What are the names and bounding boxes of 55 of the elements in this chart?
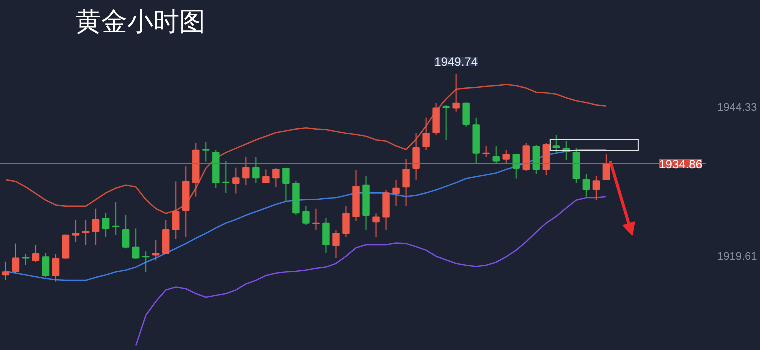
candlestick [92, 208, 100, 246]
y-tick-label: 1919.61 [718, 250, 758, 263]
candlestick [112, 202, 120, 236]
candlestick [272, 168, 280, 188]
candlestick [582, 174, 590, 198]
candlestick [202, 141, 210, 162]
candlestick [222, 160, 230, 194]
candlestick [242, 156, 250, 186]
candlestick [592, 176, 600, 201]
candlestick [402, 158, 410, 207]
candlestick [522, 142, 530, 172]
candlestick [262, 169, 270, 184]
candlestick [12, 243, 20, 274]
candlestick [282, 167, 290, 202]
candlestick [412, 133, 420, 180]
candlestick [532, 144, 540, 175]
candlestick [302, 206, 310, 226]
candlestick [502, 150, 510, 164]
candlestick [512, 154, 520, 180]
candlestick [102, 212, 110, 238]
candlestick [492, 146, 500, 164]
candlestick [172, 181, 180, 240]
candlestick [132, 228, 140, 260]
candlestick [72, 220, 80, 243]
candlestick [602, 154, 610, 180]
candlestick [82, 220, 90, 246]
candlestick [62, 234, 70, 260]
candlestick [42, 252, 50, 278]
candlestick [122, 214, 130, 250]
candlestick [482, 146, 490, 158]
ref-line-label: 1934.86 [659, 157, 703, 172]
candlestick [462, 102, 470, 128]
candlestick [162, 220, 170, 255]
candlestick [372, 213, 380, 238]
candlestick [52, 254, 60, 282]
chart-title: 黄金小时图 [76, 8, 206, 38]
candlestick [332, 230, 340, 259]
line-series [135, 196, 608, 346]
candlestick [312, 208, 320, 230]
candlestick [152, 240, 160, 262]
candlestick [452, 74, 460, 112]
candlestick [32, 244, 40, 263]
candlestick [22, 254, 30, 266]
y-tick-label: 1944.33 [718, 102, 758, 114]
candlestick [232, 167, 240, 194]
candlestick [552, 134, 560, 154]
candlestick [392, 179, 400, 207]
candlestick [142, 251, 150, 273]
candlestick [2, 261, 10, 280]
candlestick [342, 206, 350, 238]
candlestick [422, 117, 430, 151]
candlestick [252, 156, 260, 184]
candlestick [322, 218, 330, 254]
candlestick [442, 104, 450, 141]
annotation: 1949.74 [434, 55, 478, 70]
